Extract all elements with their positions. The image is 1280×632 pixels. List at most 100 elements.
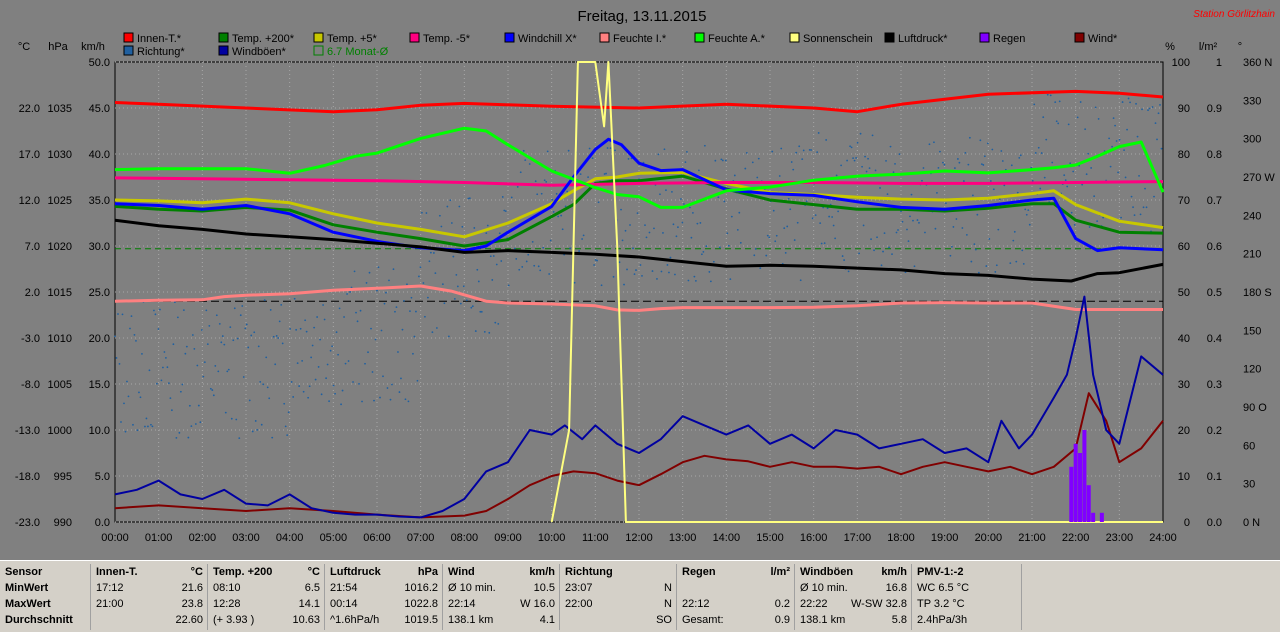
richtung-point [239,314,242,317]
richtung-point [569,247,572,250]
richtung-point [495,263,498,266]
x-tick-label: 03:00 [232,532,260,544]
x-tick-label: 22:00 [1062,532,1090,544]
richtung-point [1135,102,1137,105]
richtung-point [885,159,887,162]
richtung-point [648,231,651,234]
richtung-point [295,328,298,331]
richtung-point [310,356,313,359]
richtung-point [865,170,868,173]
richtung-point [973,243,976,246]
richtung-point [840,164,843,167]
regen-max-value: 0.2 [774,598,790,610]
richtung-point [431,331,434,334]
innen-min-time: 17:12 [96,582,124,594]
richtung-point [861,165,863,168]
richtung-point [936,191,938,194]
richtung-point [167,382,170,384]
richtung-point [230,417,233,420]
druck-avg: 1019.5 [404,614,438,626]
richtung-point [1051,161,1054,164]
axis-tick-humidity_pct: 0 [1184,517,1190,529]
richtung-point [943,163,946,166]
richtung-point [662,232,664,234]
axis-tick-direction_deg: 0 N [1243,517,1260,529]
richtung-point [145,417,148,420]
legend-label: Temp. +200* [232,33,295,45]
richtung-point [717,196,720,199]
axis-unit-pressure_hpa: hPa [48,41,68,53]
richtung-point [895,231,898,234]
richtung-point [452,255,455,258]
richtung-point [1141,108,1143,111]
axis-tick-temp_c: 7.0 [25,241,40,253]
richtung-point [912,219,914,222]
richtung-point [907,240,910,243]
richtung-point [398,391,401,393]
stats-temp: Temp. +200 °C 08:10 6.5 12:28 14.1 (+ 3.93 … [207,564,324,630]
richtung-point [256,428,259,431]
richtung-title: Richtung [565,566,613,578]
richtung-point [124,430,127,433]
legend-swatch [884,32,895,43]
richtung-point [614,149,616,152]
richtung-point [784,251,787,254]
richtung-point [525,260,528,263]
legend-label: Regen [993,33,1025,45]
axis-tick-pressure_hpa: 1025 [48,195,72,207]
richtung-point [894,163,896,165]
richtung-point [968,136,971,139]
richtung-point [1123,149,1125,152]
regen-bar [1073,443,1078,522]
richtung-point [289,327,292,330]
richtung-point [916,219,919,221]
richtung-point [847,270,850,273]
axis-tick-wind_kmh: 50.0 [89,57,110,69]
richtung-point [1102,216,1105,219]
richtung-point [244,327,247,330]
richtung-point [546,150,549,153]
richtung-point [1015,260,1018,263]
richtung-point [606,147,609,149]
richtung-point [263,299,266,302]
axis-tick-direction_deg: 210 [1243,249,1261,261]
richtung-point [301,360,304,362]
richtung-point [524,159,527,162]
axis-tick-temp_c: 2.0 [25,287,40,299]
x-tick-label: 08:00 [451,532,479,544]
temp-min-value: 6.5 [304,582,320,594]
richtung-point [832,224,835,227]
richtung-point [1021,249,1024,252]
richtung-point [581,238,584,240]
richtung-point [394,310,396,313]
richtung-point [979,139,982,142]
richtung-point [891,253,893,256]
richtung-point [150,423,152,426]
stats-boeen: Windböen km/h Ø 10 min. 16.8 22:22 W-SW 32.… [794,564,911,630]
richtung-point [337,353,339,356]
richtung-point [1090,167,1093,169]
axis-unit-direction_deg: ° [1238,41,1242,53]
richtung-point [736,228,739,231]
series-windchill-x [114,137,1164,253]
richtung-point [1087,152,1090,155]
richtung-point [208,324,211,327]
richtung-point [115,357,118,359]
richtung-point [441,283,444,286]
richtung-point [591,157,594,160]
innen-avg: 22.60 [175,614,203,626]
axis-tick-rain_lm2: 0.8 [1207,149,1222,161]
x-tick-label: 17:00 [844,532,872,544]
richtung-point [465,299,468,302]
richtung-point [1088,226,1091,228]
richtung-point [657,153,660,156]
druck-title: Luftdruck [330,566,381,578]
richtung-point [141,352,143,355]
x-tick-label: 01:00 [145,532,173,544]
legend-swatch [218,32,229,43]
richtung-point [1064,179,1067,182]
richtung-point [293,297,296,300]
richtung-point [988,238,991,240]
richtung-point [694,280,697,282]
axis-tick-rain_lm2: 0.9 [1207,103,1222,115]
